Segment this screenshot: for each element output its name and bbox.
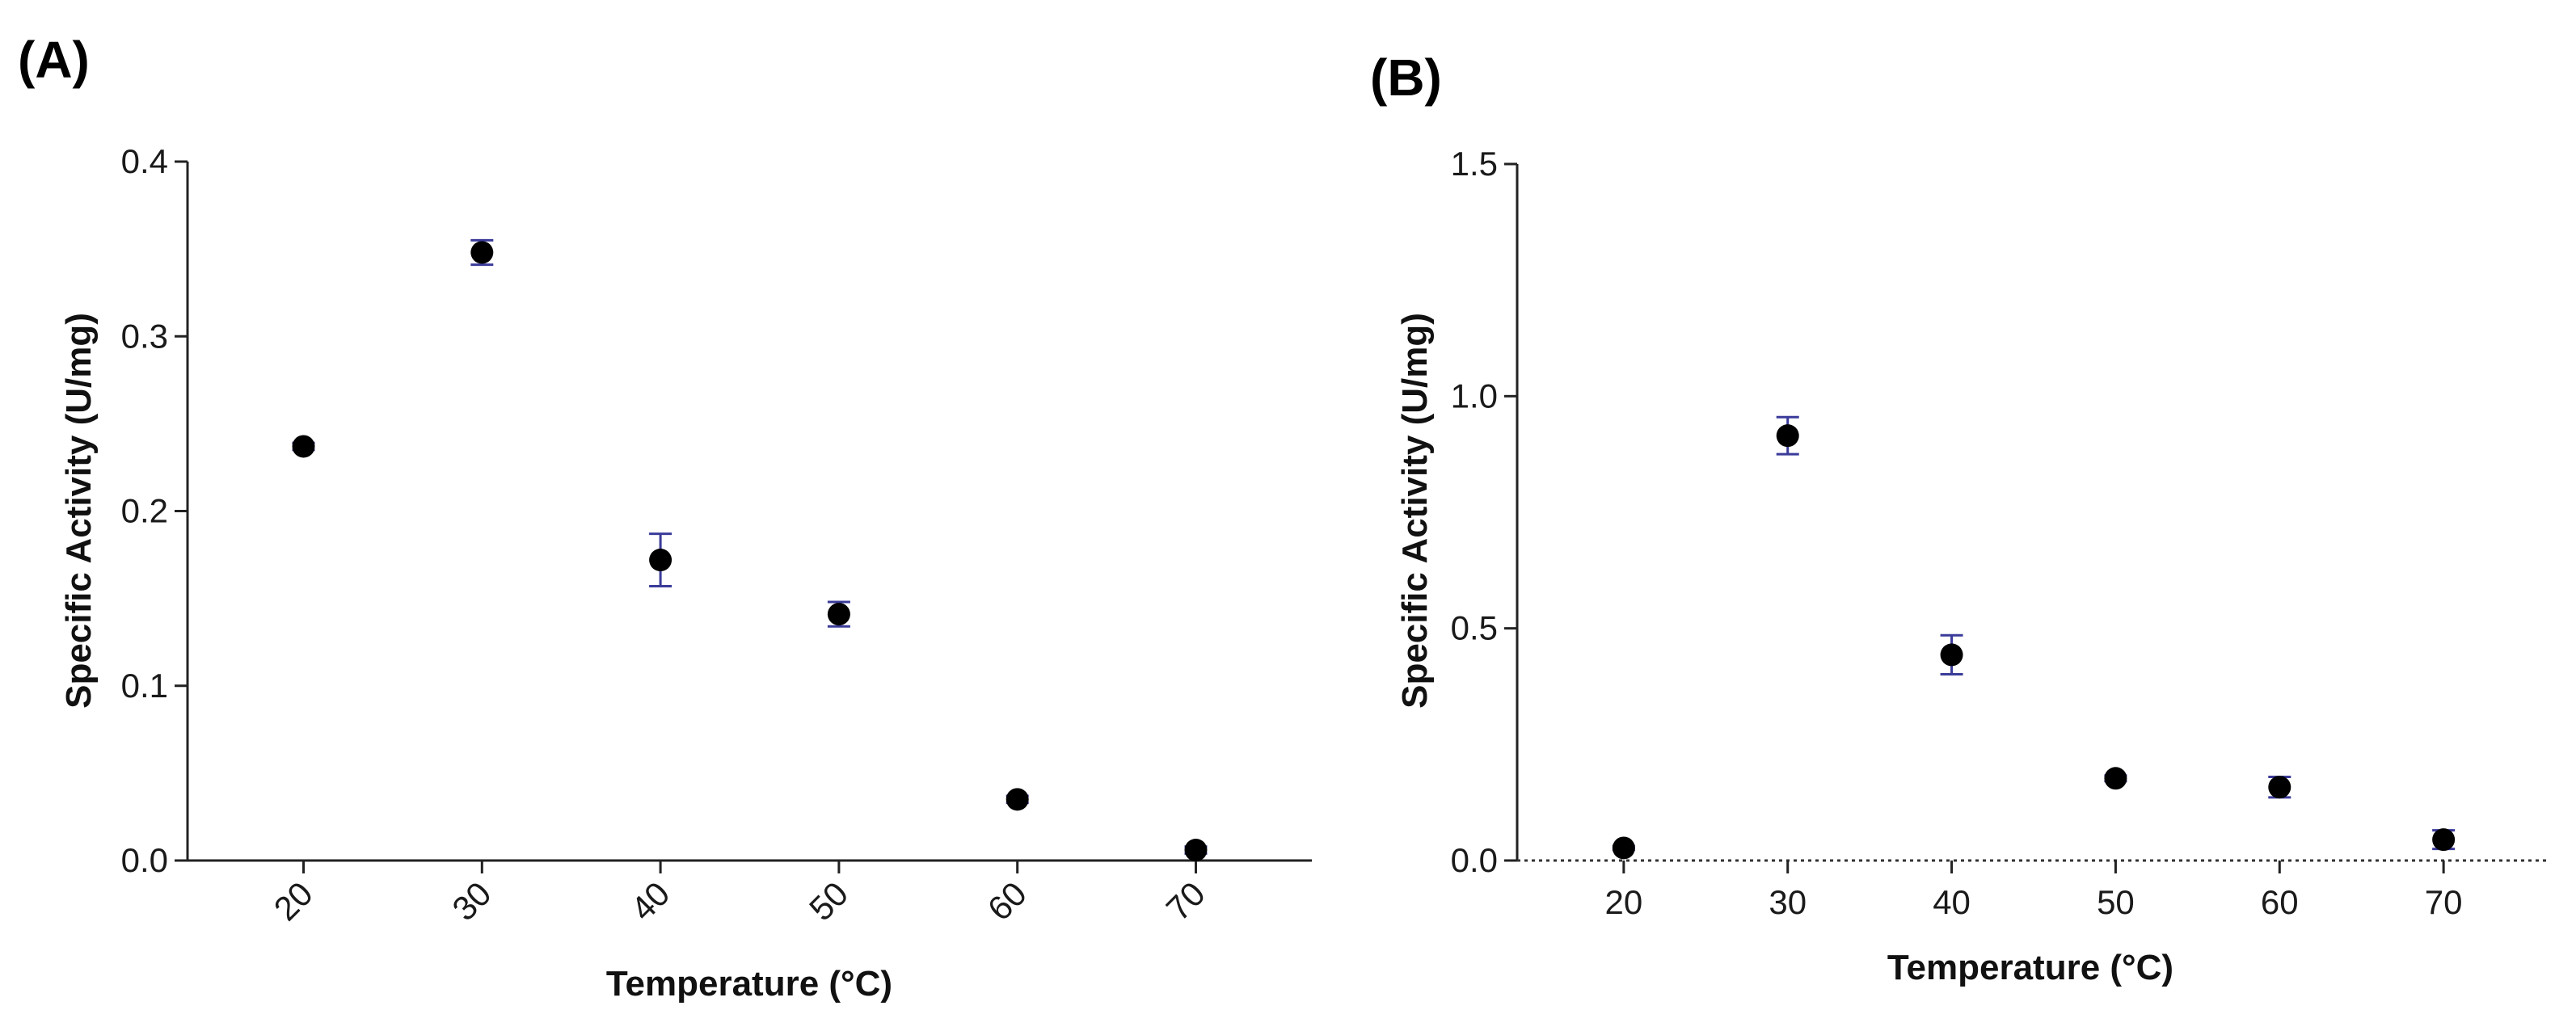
panel-b-data-point <box>1940 633 1963 676</box>
panel-b-marker <box>2104 767 2127 790</box>
panel-b-marker <box>1940 643 1963 667</box>
panel-a-ytick-label: 0.3 <box>121 317 168 355</box>
panel-b-xtick-label: 60 <box>2261 883 2299 921</box>
panel-b-x-title: Temperature (°C) <box>1887 948 2173 987</box>
panel-a-marker <box>827 603 850 626</box>
panel-a-data-point <box>292 435 315 458</box>
panel-a-data-point <box>1184 839 1208 862</box>
panel-a-xtick-label: 50 <box>802 874 855 928</box>
panel-b-xtick-label: 30 <box>1769 883 1807 921</box>
panel-a-data-point <box>649 532 672 587</box>
panel-a: (A) 0.0 0.1 0.2 0.3 0.4 20 30 40 50 60 70 Tempera… <box>18 31 1312 1004</box>
panel-b: (B) 0.0 0.5 1.0 1.5 20 30 40 50 60 70 Temperatur… <box>1370 48 2550 987</box>
panel-a-xtick-label: 40 <box>623 874 677 928</box>
panel-a-marker <box>470 241 494 264</box>
panel-b-marker <box>2268 776 2291 799</box>
panel-a-marker <box>649 549 672 572</box>
panel-b-ytick-label: 0.0 <box>1451 841 1498 879</box>
panel-b-data-point <box>1612 836 1635 860</box>
panel-b-data-point <box>2268 776 2291 799</box>
panel-b-ytick-label: 1.5 <box>1451 145 1498 183</box>
panel-b-ytick-label: 1.0 <box>1451 377 1498 415</box>
panel-b-xtick-label: 50 <box>2097 883 2135 921</box>
panel-a-marker <box>1184 839 1208 862</box>
panel-a-marker <box>1006 788 1029 811</box>
panel-a-marker <box>292 435 315 458</box>
panel-a-x-ticks: 20 30 40 50 60 70 <box>267 861 1212 928</box>
panel-a-ytick-label: 0.4 <box>121 142 168 180</box>
panel-b-ytick-label: 0.5 <box>1451 609 1498 647</box>
panel-b-marker <box>1776 424 1799 448</box>
panel-a-xtick-label: 30 <box>445 874 498 928</box>
panel-b-marker <box>2432 828 2456 852</box>
panel-b-marker <box>1612 836 1635 860</box>
panel-a-y-ticks: 0.0 0.1 0.2 0.3 0.4 <box>121 142 188 879</box>
panel-b-xtick-label: 40 <box>1933 883 1971 921</box>
panel-a-label: (A) <box>18 31 90 89</box>
panel-a-data-point <box>470 238 494 267</box>
panel-a-x-title: Temperature (°C) <box>606 964 892 1004</box>
panel-a-ytick-label: 0.0 <box>121 841 168 879</box>
panel-a-points <box>292 238 1208 862</box>
panel-b-data-point <box>2104 767 2127 790</box>
panel-b-data-point <box>2432 828 2456 852</box>
panel-b-xtick-label: 70 <box>2425 883 2463 921</box>
panel-b-xtick-label: 20 <box>1604 883 1642 921</box>
panel-a-y-title: Specific Activity (U/mg) <box>59 313 99 709</box>
panel-b-points <box>1612 415 2456 860</box>
panel-b-data-point <box>1776 415 1799 456</box>
panel-a-ytick-label: 0.2 <box>121 492 168 530</box>
panel-a-ytick-label: 0.1 <box>121 667 168 705</box>
panel-a-data-point <box>827 600 850 628</box>
panel-a-xtick-label: 60 <box>980 874 1034 928</box>
panel-b-label: (B) <box>1370 48 1442 107</box>
panel-a-xtick-label: 20 <box>267 874 320 928</box>
panel-a-xtick-label: 70 <box>1159 874 1212 928</box>
panel-b-y-title: Specific Activity (U/mg) <box>1395 313 1435 709</box>
panel-b-x-ticks: 20 30 40 50 60 70 <box>1604 861 2463 921</box>
panel-b-y-ticks: 0.0 0.5 1.0 1.5 <box>1451 145 1517 879</box>
panel-a-data-point <box>1006 788 1029 811</box>
